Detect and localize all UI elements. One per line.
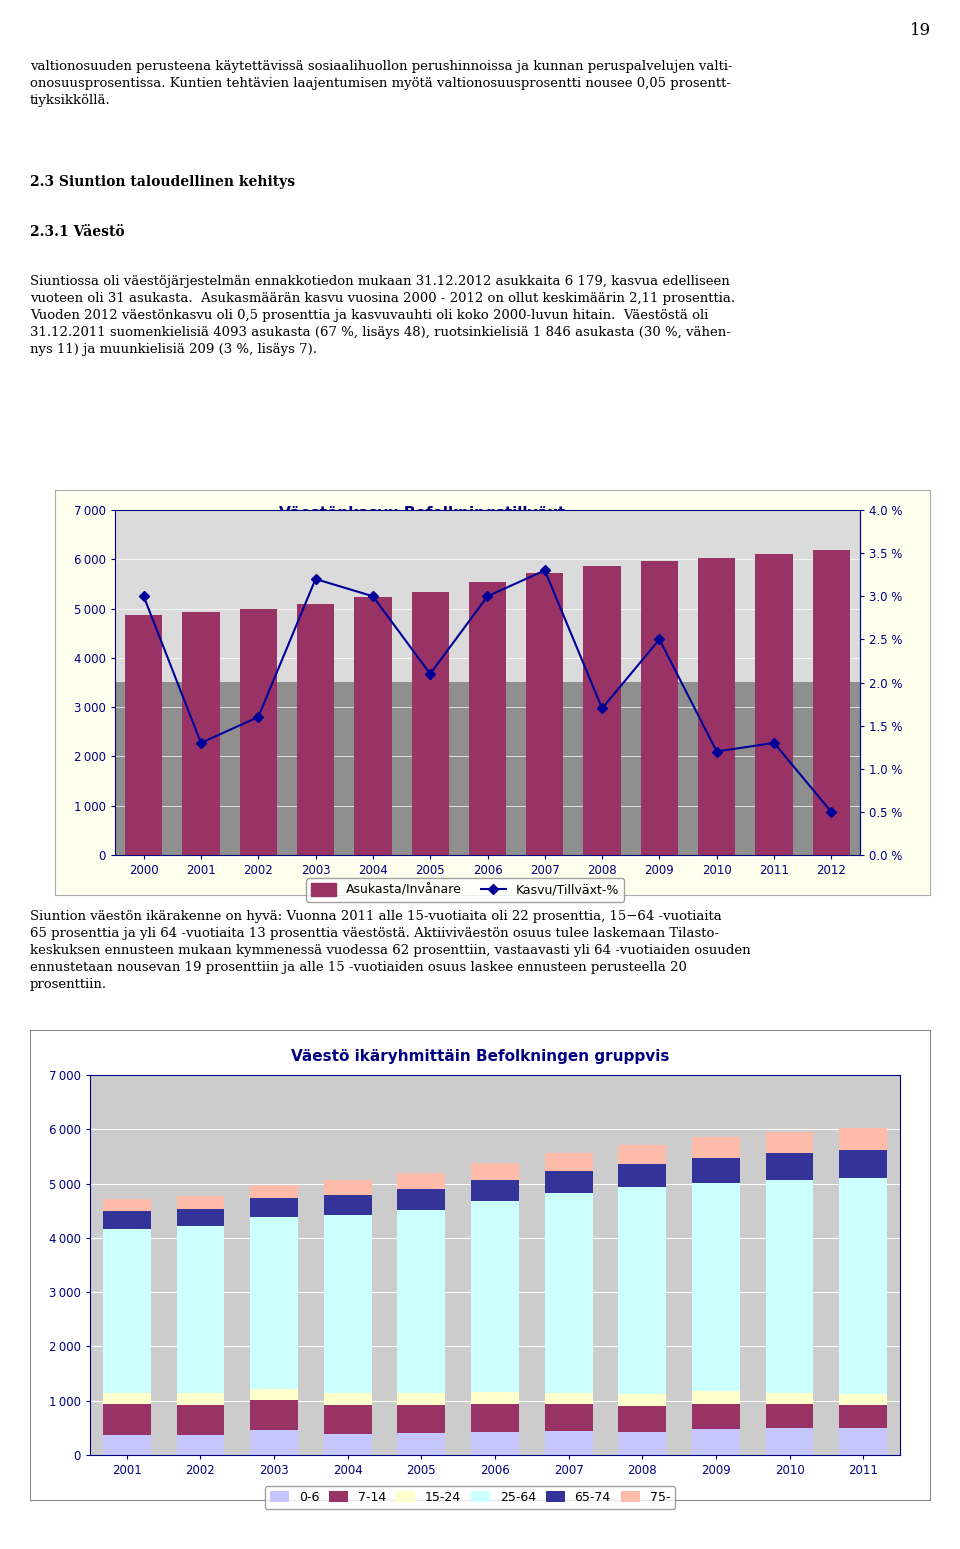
Bar [766,1403,813,1428]
Bar [544,1193,592,1393]
Bar [251,1185,298,1199]
Bar [471,1180,519,1200]
Bar [839,1179,887,1394]
Bar [103,1403,151,1434]
Bar [640,561,678,855]
Bar [839,1428,887,1455]
Bar [324,1405,372,1434]
Bar [324,1214,372,1393]
Bar [618,1163,666,1188]
Bar [103,1228,151,1393]
Bar [397,1173,445,1190]
Bar [471,1200,519,1393]
Bar [471,1163,519,1180]
Bar [471,1403,519,1431]
Bar [544,1393,592,1403]
Bar [397,1393,445,1405]
Bar [544,1171,592,1193]
Bar [251,1199,298,1216]
Bar [692,1403,740,1428]
Bar [618,1405,666,1431]
Text: Väestö ikäryhmittäin Befolkningen gruppvis: Väestö ikäryhmittäin Befolkningen gruppv… [291,1049,669,1064]
Bar [544,1431,592,1455]
Bar [103,1199,151,1211]
Bar [692,1428,740,1455]
Bar [177,1196,225,1208]
Text: Siuntion väestön ikärakenne on hyvä: Vuonna 2011 alle 15-vuotiaita oli 22 prosen: Siuntion väestön ikärakenne on hyvä: Vuo… [30,909,751,991]
Bar [756,555,793,855]
Text: valtionosuuden perusteena käytettävissä sosiaalihuollon perushinnoissa ja kunnan: valtionosuuden perusteena käytettävissä … [30,60,732,107]
Bar [544,1403,592,1431]
Bar [397,1405,445,1433]
Bar [692,1137,740,1157]
Bar [766,1428,813,1455]
Bar [324,1180,372,1194]
Text: 2.3.1 Väestö: 2.3.1 Väestö [30,225,125,239]
Text: 19: 19 [910,23,931,39]
Text: Siuntiossa oli väestöjärjestelmän ennakkotiedon mukaan 31.12.2012 asukkaita 6 17: Siuntiossa oli väestöjärjestelmän ennakk… [30,276,735,356]
Bar [766,1180,813,1393]
Bar [324,1194,372,1214]
Bar [354,598,392,855]
Bar [397,1210,445,1393]
Bar [103,1393,151,1403]
Bar [324,1434,372,1455]
Bar [103,1211,151,1228]
Bar [468,582,506,855]
Bar [471,1431,519,1455]
Bar [618,1145,666,1163]
Bar [618,1188,666,1394]
Bar [240,609,276,855]
Bar [397,1433,445,1455]
Bar [177,1393,225,1405]
Bar [324,1393,372,1405]
Bar [698,558,735,855]
Bar [692,1391,740,1403]
Bar [839,1149,887,1179]
Bar [182,612,220,855]
Bar [766,1393,813,1403]
Bar [584,565,621,855]
Bar [839,1394,887,1405]
Bar [692,1183,740,1391]
Bar [618,1431,666,1455]
Bar [412,592,449,855]
Bar [297,604,334,855]
Bar [471,1393,519,1403]
Bar [177,1436,225,1455]
Bar [251,1430,298,1455]
Legend: Asukasta/Invånare, Kasvu/Tillväxt-%: Asukasta/Invånare, Kasvu/Tillväxt-% [306,878,624,902]
Bar [839,1128,887,1149]
Text: Väestönkasvu Befolkningstillväxt: Väestönkasvu Befolkningstillväxt [279,507,565,520]
Bar [839,1405,887,1428]
Bar [397,1190,445,1210]
Bar [251,1216,298,1389]
Bar [766,1152,813,1180]
Bar [177,1405,225,1436]
Bar [692,1157,740,1183]
Bar [251,1389,298,1400]
Bar [251,1400,298,1430]
Bar [618,1394,666,1405]
Bar [813,550,850,855]
Bar [526,573,564,855]
Bar [544,1152,592,1171]
Legend: 0-6, 7-14, 15-24, 25-64, 65-74, 75-: 0-6, 7-14, 15-24, 25-64, 65-74, 75- [265,1485,675,1509]
Bar [177,1208,225,1227]
Text: 2.3 Siuntion taloudellinen kehitys: 2.3 Siuntion taloudellinen kehitys [30,175,295,189]
Bar [125,615,162,855]
Bar [177,1227,225,1393]
Bar [766,1132,813,1152]
Bar [103,1434,151,1455]
